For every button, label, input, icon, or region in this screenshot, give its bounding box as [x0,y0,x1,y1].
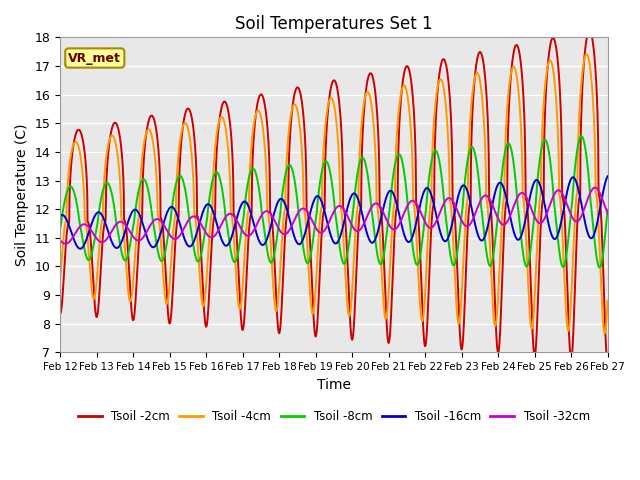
Legend: Tsoil -2cm, Tsoil -4cm, Tsoil -8cm, Tsoil -16cm, Tsoil -32cm: Tsoil -2cm, Tsoil -4cm, Tsoil -8cm, Tsoi… [74,406,595,428]
Title: Soil Temperatures Set 1: Soil Temperatures Set 1 [235,15,433,33]
X-axis label: Time: Time [317,378,351,392]
Y-axis label: Soil Temperature (C): Soil Temperature (C) [15,124,29,266]
Text: VR_met: VR_met [68,51,121,64]
